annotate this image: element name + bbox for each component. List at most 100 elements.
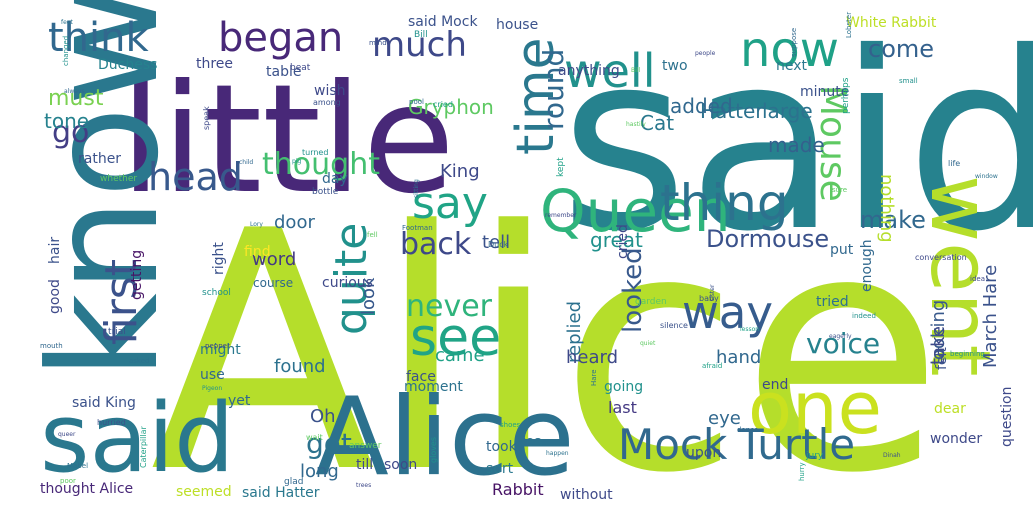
cloud-word: eye: [708, 408, 741, 429]
cloud-word: good: [47, 279, 63, 314]
cloud-word-small: hastily: [626, 121, 646, 128]
cloud-word: moment: [404, 379, 463, 395]
cloud-word-small: garden: [635, 297, 667, 307]
cloud-word-small: wait: [306, 433, 323, 442]
cloud-word-small: pepper: [205, 342, 230, 350]
cloud-word-small: poor: [60, 477, 76, 485]
cloud-word-small: school: [202, 288, 231, 298]
cloud-word: make: [860, 206, 926, 234]
cloud-word-small: kept: [556, 157, 566, 177]
cloud-word: next: [776, 58, 808, 74]
cloud-word: well: [564, 44, 656, 98]
cloud-word: one: [748, 366, 882, 450]
cloud-word: added: [670, 94, 733, 118]
cloud-word: looked: [618, 247, 648, 333]
cloud-word-small: pig: [292, 158, 302, 165]
cloud-word: right: [211, 242, 227, 275]
cloud-word-small: life: [948, 159, 961, 168]
cloud-word-small: sure: [832, 186, 848, 194]
cloud-word: tried: [816, 294, 849, 310]
cloud-word: said: [40, 384, 235, 494]
cloud-word: thing: [660, 174, 789, 232]
cloud-word: hair: [47, 236, 63, 264]
cloud-word: felt: [934, 347, 950, 370]
cloud-word-small: Hare: [590, 369, 598, 386]
cloud-word: Rabbit: [492, 480, 544, 499]
cloud-word-small: sitting: [413, 179, 420, 198]
cloud-word-small: indeed: [852, 312, 876, 320]
cloud-word-small: baby: [699, 294, 719, 303]
cloud-word: long: [300, 461, 339, 482]
cloud-word: enough: [859, 239, 875, 292]
cloud-word: made: [768, 133, 825, 157]
cloud-word-small: eagerly: [829, 333, 852, 340]
cloud-word-small: Dinah: [883, 452, 901, 459]
cloud-word: rather: [78, 151, 122, 167]
cloud-word-small: turned: [302, 148, 329, 157]
cloud-word: curious: [322, 275, 373, 291]
cloud-word: Gryphon: [408, 95, 494, 119]
cloud-word: soon: [384, 457, 418, 473]
cloud-word-small: Bill: [414, 30, 428, 40]
cloud-word-small: speak: [202, 106, 211, 130]
cloud-word-small: Caterpillar: [139, 426, 148, 468]
cloud-word-small: window: [975, 173, 998, 180]
cloud-word: much: [372, 25, 467, 65]
cloud-word-small: hurry: [798, 462, 806, 481]
cloud-word: end: [762, 377, 789, 393]
cloud-word: said King: [72, 395, 136, 411]
cloud-word-small: fell: [367, 231, 378, 239]
cloud-word: without: [560, 487, 613, 503]
cloud-word: tell: [482, 232, 511, 253]
cloud-word: said Hatter: [242, 485, 320, 501]
cloud-word: great: [590, 228, 643, 252]
cloud-word-small: trial: [108, 327, 126, 337]
cloud-word: Hatter: [700, 99, 764, 123]
cloud-word-small: dance: [737, 426, 759, 434]
cloud-word-small: glad: [284, 477, 304, 487]
cloud-word: day: [322, 171, 348, 187]
cloud-word: round: [537, 48, 570, 130]
cloud-word: question: [999, 386, 1015, 447]
cloud-word-small: asked: [129, 357, 150, 365]
cloud-word-small: lesson: [740, 326, 760, 333]
cloud-word: door: [274, 212, 315, 233]
cloud-word: go: [52, 115, 90, 150]
cloud-word-small: mouth: [40, 342, 63, 350]
cloud-word: thought: [262, 147, 380, 182]
cloud-word-small: Lory: [250, 221, 263, 228]
cloud-word: King: [440, 161, 480, 182]
cloud-word: yet: [228, 393, 251, 409]
cloud-word: Queen: [540, 177, 731, 245]
cloud-word-small: happen: [546, 450, 569, 457]
cloud-word: said Mock: [408, 14, 478, 30]
cloud-word-small: Pigeon: [202, 385, 223, 392]
cloud-word: tea: [520, 434, 543, 450]
cloud-word: upon: [686, 445, 722, 461]
cloud-word-small: bottle: [312, 187, 339, 197]
cloud-word: three: [196, 56, 234, 72]
cloud-word: getting: [129, 249, 145, 300]
cloud-word-small: feet: [61, 19, 73, 26]
cloud-word: might: [200, 342, 241, 358]
cloud-word-small: suppose: [790, 27, 798, 57]
cloud-word-small: beat: [290, 63, 311, 73]
cloud-word: two: [662, 58, 688, 74]
cloud-word-small: child: [239, 159, 254, 166]
cloud-word: large: [762, 99, 813, 123]
cloud-word: going: [604, 379, 644, 395]
cloud-word: found: [274, 356, 326, 377]
cloud-word: Alice: [315, 375, 575, 500]
cloud-word-small: conversation: [915, 253, 967, 262]
cloud-word: Alice: [150, 161, 944, 517]
cloud-word: never: [406, 289, 493, 324]
cloud-word: heard: [566, 347, 619, 368]
cloud-word: word: [252, 249, 297, 270]
cloud-word: hand: [716, 347, 762, 368]
cloud-word: took: [486, 439, 517, 455]
cloud-word-small: among: [313, 98, 341, 107]
cloud-word: think: [48, 15, 149, 61]
cloud-word: see: [410, 308, 502, 368]
cloud-word-small: afraid: [702, 362, 723, 370]
cloud-word-small: beginning: [950, 350, 985, 358]
